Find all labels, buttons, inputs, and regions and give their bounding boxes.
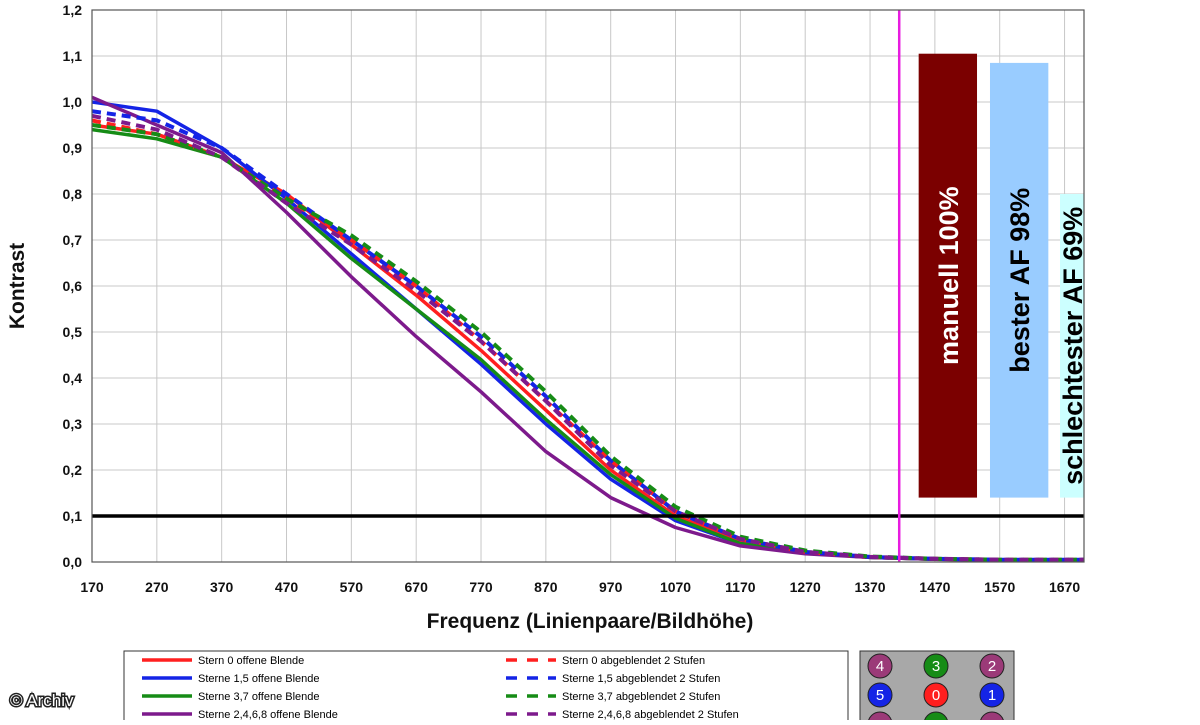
star-key: 4 3 2 5 0 1: [859, 650, 1015, 720]
star-key-circle: [868, 711, 892, 720]
legend-label: Sterne 1,5 offene Blende: [198, 673, 320, 685]
legend-label: Sterne 3,7 abgeblendet 2 Stufen: [562, 691, 720, 703]
x-tick-label: 870: [534, 579, 558, 595]
y-tick-label: 1,0: [63, 94, 83, 110]
x-tick-label: 770: [469, 579, 493, 595]
plot-frame: [91, 9, 1085, 563]
star-key-label: 3: [932, 658, 940, 675]
y-tick-label: 1,1: [63, 48, 83, 64]
bars: manuell 100% bester AF 98% schlechtester A…: [918, 53, 1088, 498]
copyright-label: © Archiv: [10, 691, 74, 710]
x-tick-label: 1170: [725, 579, 756, 595]
star-key-circle: [979, 653, 1005, 679]
reference-lines: [92, 10, 1084, 562]
legend-label: Sterne 2,4,6,8 abgeblendet 2 Stufen: [562, 709, 739, 720]
y-tick-label: 0,9: [63, 140, 83, 156]
star-key-circle: [923, 682, 949, 708]
y-tick-label: 0,3: [63, 416, 83, 432]
star-key-circle: [980, 711, 1004, 720]
tick-labels: 170 270 370 470 570 670 770 870 970 1070 1170 1270 1…: [63, 2, 1081, 595]
series-lines: [92, 95, 1084, 562]
x-tick-label: 1070: [660, 579, 691, 595]
x-tick-label: 1370: [854, 579, 885, 595]
y-tick-label: 0,1: [63, 508, 83, 524]
x-tick-label: 1670: [1049, 579, 1080, 595]
x-tick-label: 470: [275, 579, 299, 595]
star-key-circle: [924, 711, 948, 720]
y-tick-label: 0,4: [63, 370, 83, 386]
series-line: [92, 113, 1084, 562]
y-tick-label: 0,8: [63, 186, 83, 202]
star-key-label: 0: [932, 687, 940, 704]
y-tick-label: 0,0: [63, 554, 83, 570]
x-tick-label: 570: [340, 579, 364, 595]
bar-label: manuell 100%: [934, 186, 964, 365]
bar: [918, 53, 978, 498]
legend-label: Sterne 2,4,6,8 offene Blende: [198, 709, 338, 720]
x-axis-title: Frequenz (Linienpaare/Bildhöhe): [427, 610, 754, 633]
star-key-circle: [979, 682, 1005, 708]
x-tick-label: 1570: [984, 579, 1015, 595]
star-key-circle: [867, 682, 893, 708]
legend-label: Sterne 3,7 offene Blende: [198, 691, 320, 703]
legend-label: Stern 0 abgeblendet 2 Stufen: [562, 655, 705, 667]
y-tick-label: 0,7: [63, 232, 83, 248]
star-key-label: 1: [988, 687, 996, 704]
x-tick-label: 370: [210, 579, 234, 595]
y-tick-label: 0,2: [63, 462, 83, 478]
star-key-circle: [867, 653, 893, 679]
star-key-label: 5: [876, 687, 884, 704]
y-tick-label: 1,2: [63, 2, 83, 18]
y-tick-label: 0,5: [63, 324, 83, 340]
legend: Stern 0 offene Blende Sterne 1,5 offene B…: [123, 650, 849, 720]
x-tick-label: 1270: [790, 579, 821, 595]
x-tick-label: 670: [405, 579, 429, 595]
x-tick-label: 1470: [919, 579, 950, 595]
x-tick-label: 270: [145, 579, 169, 595]
x-tick-label: 170: [80, 579, 104, 595]
x-tick-label: 970: [599, 579, 623, 595]
star-key-label: 4: [876, 658, 884, 675]
y-axis-title: Kontrast: [6, 243, 29, 329]
star-key-label: 2: [988, 658, 996, 675]
legend-box: [123, 650, 849, 720]
legend-label: Stern 0 offene Blende: [198, 655, 304, 667]
bar-label: bester AF 98%: [1005, 188, 1035, 373]
star-key-circle: [923, 653, 949, 679]
series-line: [92, 123, 1084, 562]
bar-label: schlechtester AF 69%: [1058, 207, 1088, 485]
y-tick-label: 0,6: [63, 278, 83, 294]
bar: [989, 62, 1049, 498]
legend-label: Sterne 1,5 abgeblendet 2 Stufen: [562, 673, 720, 685]
bar: [1060, 194, 1084, 498]
